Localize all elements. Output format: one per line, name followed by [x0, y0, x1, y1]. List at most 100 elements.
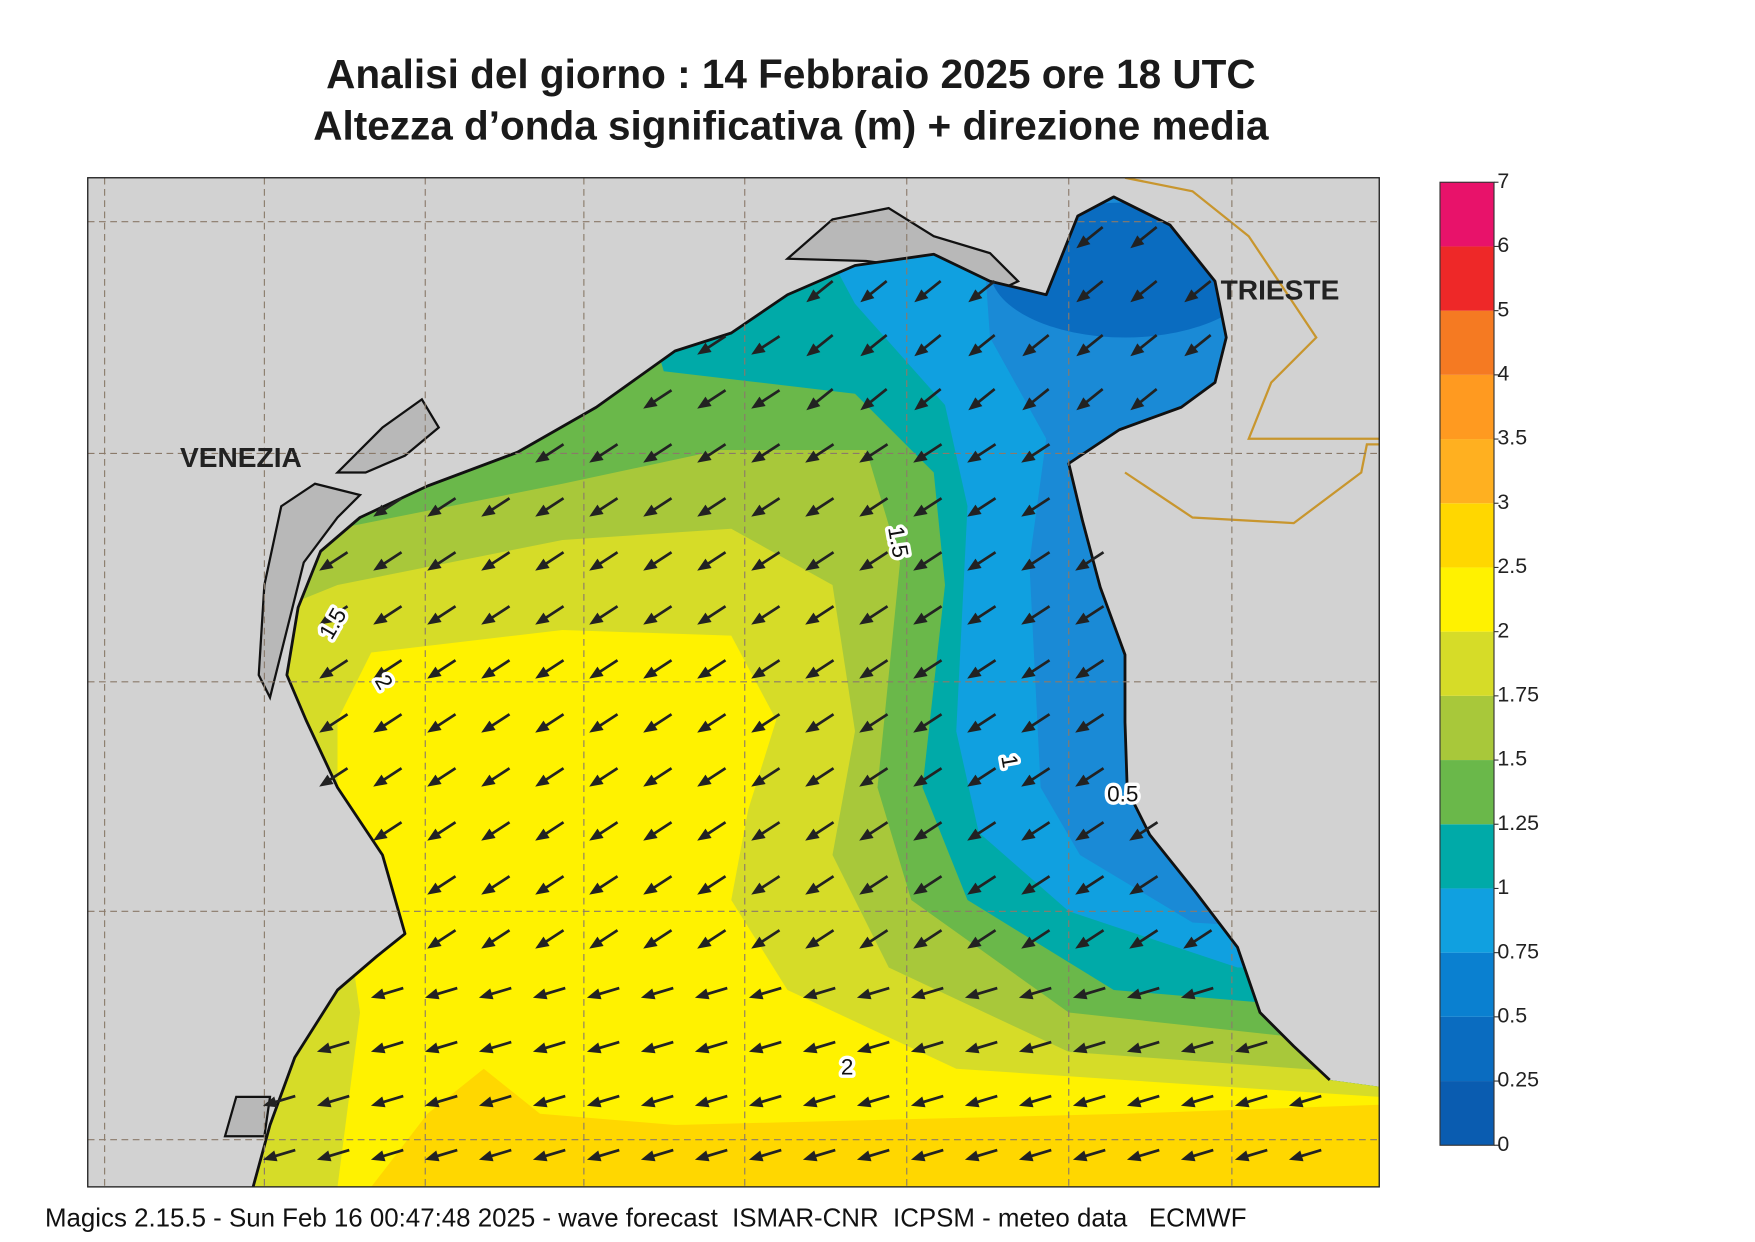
arrow-head: [424, 1150, 440, 1162]
arrow-head: [805, 774, 820, 787]
colorbar-swatch: [1440, 824, 1494, 889]
arrow-head: [967, 504, 982, 517]
colorbar-swatch: [1440, 310, 1494, 375]
arrow-head: [316, 1042, 332, 1054]
colorbar-swatch: [1440, 374, 1494, 440]
arrow-head: [860, 289, 875, 303]
arrow-head: [856, 988, 872, 1000]
arrow-head: [532, 988, 548, 1000]
lagoon-land: [257, 482, 363, 701]
arrow-head: [370, 1150, 386, 1162]
arrow-head: [914, 397, 929, 411]
colorbar-label: 0: [1497, 1132, 1509, 1156]
arrow-head: [913, 666, 928, 679]
arrow-head: [1076, 397, 1091, 411]
arrow-head: [697, 936, 712, 949]
colorbar-swatch: [1440, 695, 1494, 761]
arrow-head: [424, 1042, 440, 1054]
arrow-head: [643, 936, 658, 949]
arrow-head: [967, 450, 982, 463]
arrow-head: [1180, 1042, 1196, 1054]
arrow-head: [1129, 882, 1144, 895]
arrow-head: [913, 558, 928, 571]
arrow-head: [697, 612, 712, 625]
arrow-head: [1021, 666, 1036, 679]
arrow-head: [481, 882, 496, 895]
colorbar-swatch: [1440, 1016, 1494, 1082]
arrow-head: [968, 289, 983, 303]
arrow-head: [802, 1150, 818, 1162]
arrow-head: [643, 504, 658, 517]
arrow-head: [427, 882, 442, 895]
arrow-head: [1075, 558, 1090, 571]
arrow-head: [640, 988, 656, 1000]
arrow-head: [751, 828, 766, 841]
graticule: [87, 177, 1380, 1187]
arrow-head: [913, 774, 928, 787]
arrow-head: [1129, 828, 1144, 841]
arrow-head: [370, 1096, 386, 1108]
arrow-head: [913, 504, 928, 517]
arrow-head: [802, 1096, 818, 1108]
arrow-head: [589, 450, 604, 463]
colorbar-label: 3.5: [1497, 426, 1527, 450]
arrow-head: [1234, 1042, 1250, 1054]
arrow-head: [586, 1096, 602, 1108]
arrow-head: [856, 1096, 872, 1108]
arrow-head: [967, 612, 982, 625]
arrow-head: [910, 988, 926, 1000]
arrow-head: [424, 988, 440, 1000]
arrow-head: [805, 882, 820, 895]
arrow-head: [1126, 1096, 1142, 1108]
arrow-head: [967, 774, 982, 787]
arrow-head: [427, 666, 442, 679]
colorbar-label: 1.5: [1497, 747, 1527, 771]
arrow-head: [640, 1042, 656, 1054]
arrow-head: [859, 504, 874, 517]
arrow-head: [1126, 1150, 1142, 1162]
colorbar-label: 0.25: [1497, 1068, 1539, 1092]
arrow-head: [914, 343, 929, 357]
arrow-head: [1075, 882, 1090, 895]
arrow-head: [1075, 936, 1090, 949]
wave-direction-arrows: [262, 226, 1322, 1162]
colorbar-label: 0.5: [1497, 1003, 1527, 1027]
arrow-head: [1072, 1096, 1088, 1108]
arrow-head: [856, 1042, 872, 1054]
arrow-head: [589, 936, 604, 949]
arrow-head: [697, 558, 712, 571]
colorbar-label: 3: [1497, 490, 1509, 514]
arrow-head: [751, 720, 766, 733]
arrow-head: [697, 666, 712, 679]
arrow-head: [913, 828, 928, 841]
arrow-head: [535, 450, 550, 463]
colorbar-label: 0.75: [1497, 939, 1539, 963]
arrow-head: [481, 612, 496, 625]
arrow-head: [427, 828, 442, 841]
arrow-head: [643, 774, 658, 787]
arrow-head: [586, 1042, 602, 1054]
arrow-head: [805, 558, 820, 571]
arrow-head: [373, 774, 388, 787]
arrow-head: [478, 1096, 494, 1108]
arrow-head: [1018, 1042, 1034, 1054]
arrow-head: [532, 1150, 548, 1162]
arrow-head: [316, 1150, 332, 1162]
arrow-head: [964, 988, 980, 1000]
arrow-head: [913, 720, 928, 733]
colorbar-swatch: [1440, 631, 1494, 696]
arrow-head: [805, 828, 820, 841]
contour-label: 2: [841, 1055, 854, 1080]
arrow-head: [1021, 720, 1036, 733]
canvas: Analisi del giorno : 14 Febbraio 2025 or…: [45, 51, 1539, 1233]
arrow-head: [967, 666, 982, 679]
city-label: TRIESTE: [1221, 274, 1340, 305]
arrow-head: [1130, 289, 1145, 303]
arrow-head: [319, 774, 334, 787]
arrow-head: [914, 289, 929, 303]
coastline: [251, 195, 1331, 1187]
arrow-head: [697, 450, 712, 463]
arrow-head: [643, 612, 658, 625]
arrow-head: [481, 666, 496, 679]
